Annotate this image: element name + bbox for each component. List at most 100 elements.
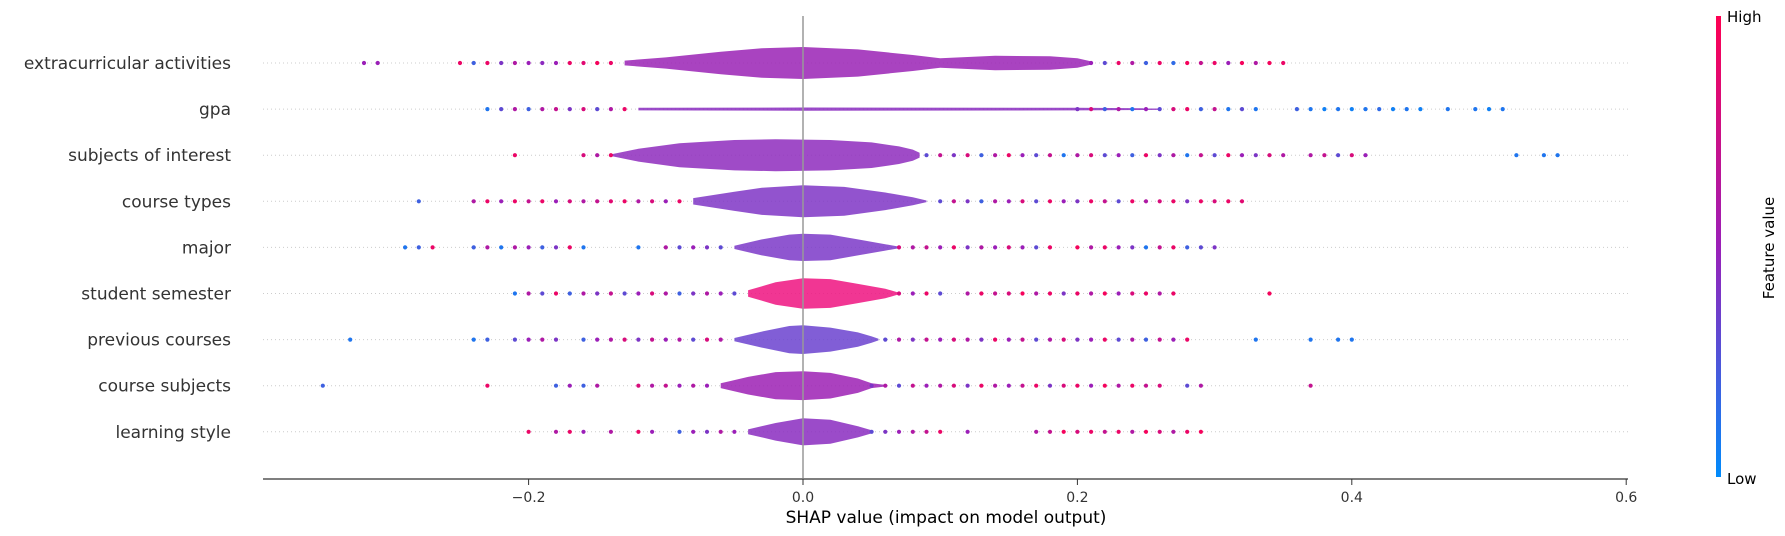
shap-point <box>924 153 929 158</box>
shap-point <box>965 429 970 434</box>
shap-point <box>1102 107 1107 112</box>
shap-point <box>1514 153 1519 158</box>
shap-point <box>595 60 600 66</box>
shap-point <box>896 245 902 250</box>
shap-point <box>375 60 380 66</box>
shap-point <box>1157 245 1162 250</box>
shap-point <box>636 245 641 250</box>
shap-point <box>1116 291 1121 296</box>
shap-point <box>1075 107 1080 112</box>
shap-point <box>1308 383 1313 388</box>
shap-point <box>1006 245 1011 250</box>
shap-point <box>567 383 572 388</box>
shap-point <box>1020 337 1025 342</box>
shap-point <box>1349 107 1354 112</box>
shap-point <box>581 107 586 112</box>
shap-point <box>1253 337 1258 342</box>
shap-point <box>608 107 614 112</box>
shap-point <box>704 291 710 296</box>
shap-point <box>403 245 408 250</box>
shap-point <box>567 429 572 434</box>
shap-point <box>910 245 915 250</box>
shap-point <box>567 291 572 296</box>
shap-point <box>1047 383 1053 388</box>
shap-point <box>1006 199 1011 204</box>
feature-label: subjects of interest <box>68 146 231 166</box>
shap-point <box>595 291 600 296</box>
shap-point <box>581 383 586 388</box>
x-axis-ticks: −0.2 0.0 0.2 0.4 0.6 <box>512 479 1637 506</box>
shap-point <box>896 291 902 296</box>
shap-point <box>704 337 710 342</box>
shap-point <box>1006 383 1011 388</box>
shap-point <box>1130 429 1135 434</box>
shap-point <box>471 199 476 204</box>
shap-point <box>485 107 490 112</box>
shap-point <box>1239 107 1245 112</box>
shap-point <box>1541 153 1546 158</box>
shap-point <box>1020 245 1025 250</box>
shap-point <box>1198 383 1203 388</box>
shap-point <box>1061 199 1066 204</box>
shap-point <box>1198 60 1203 66</box>
shap-point <box>1102 291 1107 296</box>
shap-point <box>512 153 518 158</box>
shap-point <box>1281 153 1286 158</box>
shap-point <box>1130 153 1135 158</box>
shap-point <box>1336 153 1341 158</box>
shap-point <box>979 337 984 342</box>
shap-point <box>677 291 682 296</box>
shap-point <box>1171 429 1176 434</box>
shap-point <box>1047 245 1053 250</box>
shap-point <box>622 199 627 204</box>
shap-point <box>663 245 668 250</box>
shap-point <box>1116 107 1121 112</box>
shap-point <box>553 383 559 388</box>
feature-row: course subjects <box>98 371 1628 401</box>
shap-point <box>938 199 943 204</box>
shap-point <box>979 245 984 250</box>
shap-point <box>1308 337 1313 342</box>
feature-label: previous courses <box>87 331 231 351</box>
shap-point <box>965 291 970 296</box>
shap-point <box>485 337 490 342</box>
shap-point <box>951 383 957 388</box>
shap-point <box>965 337 970 342</box>
colorbar: High Low Feature value <box>1716 8 1778 488</box>
shap-point <box>650 337 655 342</box>
violin-shape <box>638 107 1160 111</box>
shap-point <box>993 383 998 388</box>
shap-point <box>1116 153 1121 158</box>
shap-point <box>1226 60 1231 66</box>
feature-row: extracurricular activities <box>24 47 1628 79</box>
x-axis-title: SHAP value (impact on model output) <box>786 508 1107 528</box>
shap-point <box>1198 199 1203 204</box>
x-tick-label: −0.2 <box>512 490 546 506</box>
shap-point <box>512 60 518 66</box>
shap-point <box>1102 153 1107 158</box>
shap-point <box>1102 199 1107 204</box>
shap-point <box>1089 199 1094 204</box>
feature-row: major <box>182 233 1628 261</box>
shap-point <box>1020 199 1025 204</box>
shap-point <box>553 337 559 342</box>
shap-point <box>965 245 970 250</box>
shap-point <box>1171 245 1176 250</box>
shap-point <box>526 107 531 112</box>
x-tick-label: 0.6 <box>1615 490 1637 506</box>
shap-point <box>663 291 668 296</box>
shap-point <box>1089 383 1094 388</box>
shap-point <box>540 60 545 66</box>
shap-point <box>1130 107 1135 112</box>
shap-point <box>883 337 888 342</box>
shap-point <box>1555 153 1560 158</box>
shap-point <box>1253 60 1258 66</box>
shap-point <box>1006 291 1011 296</box>
shap-point <box>471 245 476 250</box>
shap-point <box>1377 107 1382 112</box>
shap-point <box>1102 337 1107 342</box>
colorbar-title: Feature value <box>1760 197 1778 299</box>
shap-point <box>1034 337 1039 342</box>
colorbar-gradient <box>1716 16 1721 477</box>
colorbar-low-label: Low <box>1727 470 1757 488</box>
